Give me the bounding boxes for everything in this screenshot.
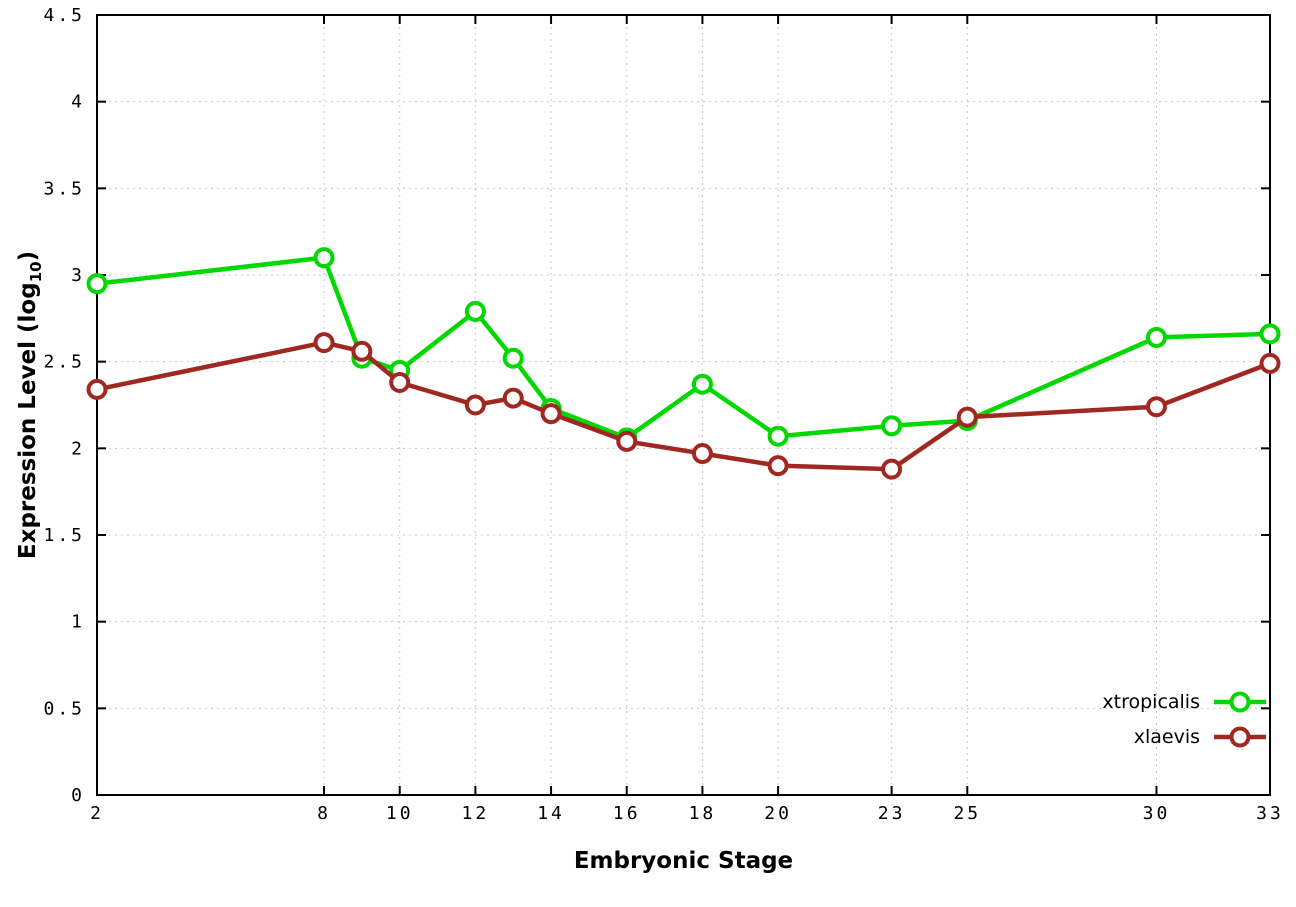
y-tick-label: 2 (71, 438, 85, 459)
x-tick-label: 23 (878, 803, 906, 824)
data-point-marker (881, 415, 903, 437)
y-axis-label: Expression Level (log10) (15, 251, 45, 559)
legend-marker-icon (1229, 726, 1251, 748)
x-tick-label: 14 (537, 803, 565, 824)
legend-marker-icon (1229, 691, 1251, 713)
plot-border (96, 14, 1271, 796)
data-point-marker (540, 403, 562, 425)
data-point-marker (464, 300, 486, 322)
axis-ticks: 2 8 10 12 14 16 18 20 23 25 30 33 0 0.5 1 1.5 2 2.5 3 3.5 4 4… (43, 5, 1284, 824)
legend-item-xlaevis: xlaevis (1134, 726, 1266, 748)
x-tick-label: 30 (1143, 803, 1171, 824)
data-point-marker (389, 371, 411, 393)
y-tick-label: 3.5 (43, 178, 85, 199)
data-point-marker (767, 455, 789, 477)
data-point-marker (86, 378, 108, 400)
y-axis-label-sub: 10 (26, 261, 45, 283)
data-point-marker (86, 273, 108, 295)
y-axis-label-main: Expression Level (log (15, 282, 42, 560)
legend-label: xlaevis (1134, 726, 1200, 748)
x-tick-label: 20 (764, 803, 792, 824)
legend: xtropicalis xlaevis (1102, 691, 1266, 748)
data-point-marker (1259, 323, 1281, 345)
data-point-marker (767, 425, 789, 447)
x-tick-label: 12 (462, 803, 490, 824)
data-point-marker (351, 340, 373, 362)
x-tick-label: 33 (1256, 803, 1284, 824)
data-point-marker (502, 347, 524, 369)
series-xtropicalis (86, 247, 1281, 449)
y-axis-label-close: ) (15, 250, 42, 262)
x-tick-label: 10 (386, 803, 414, 824)
y-tick-label: 0.5 (43, 698, 85, 719)
data-point-marker (313, 332, 335, 354)
data-point-marker (1145, 396, 1167, 418)
x-tick-label: 18 (689, 803, 717, 824)
legend-item-xtropicalis: xtropicalis (1102, 691, 1266, 713)
x-tick-label: 8 (317, 803, 331, 824)
y-tick-label: 2.5 (43, 352, 85, 373)
data-point-marker (1259, 352, 1281, 374)
x-tick-label: 25 (953, 803, 981, 824)
data-point-marker (464, 394, 486, 416)
data-point-marker (691, 443, 713, 465)
data-point-marker (956, 406, 978, 428)
data-point-marker (881, 458, 903, 480)
data-point-marker (313, 247, 335, 269)
legend-label: xtropicalis (1102, 691, 1200, 713)
data-point-marker (1145, 326, 1167, 348)
x-axis-label: Embryonic Stage (573, 848, 794, 874)
y-tick-label: 1 (71, 612, 85, 633)
x-tick-label: 2 (90, 803, 104, 824)
y-tick-label: 4 (71, 92, 85, 113)
y-tick-label: 3 (71, 265, 85, 286)
y-tick-label: 4.5 (43, 5, 85, 26)
gridlines (96, 14, 1271, 796)
y-tick-label: 0 (71, 785, 85, 806)
data-point-marker (691, 373, 713, 395)
data-point-marker (616, 430, 638, 452)
x-tick-label: 16 (613, 803, 641, 824)
y-tick-label: 1.5 (43, 525, 85, 546)
data-point-marker (502, 387, 524, 409)
series-xlaevis (86, 332, 1281, 480)
